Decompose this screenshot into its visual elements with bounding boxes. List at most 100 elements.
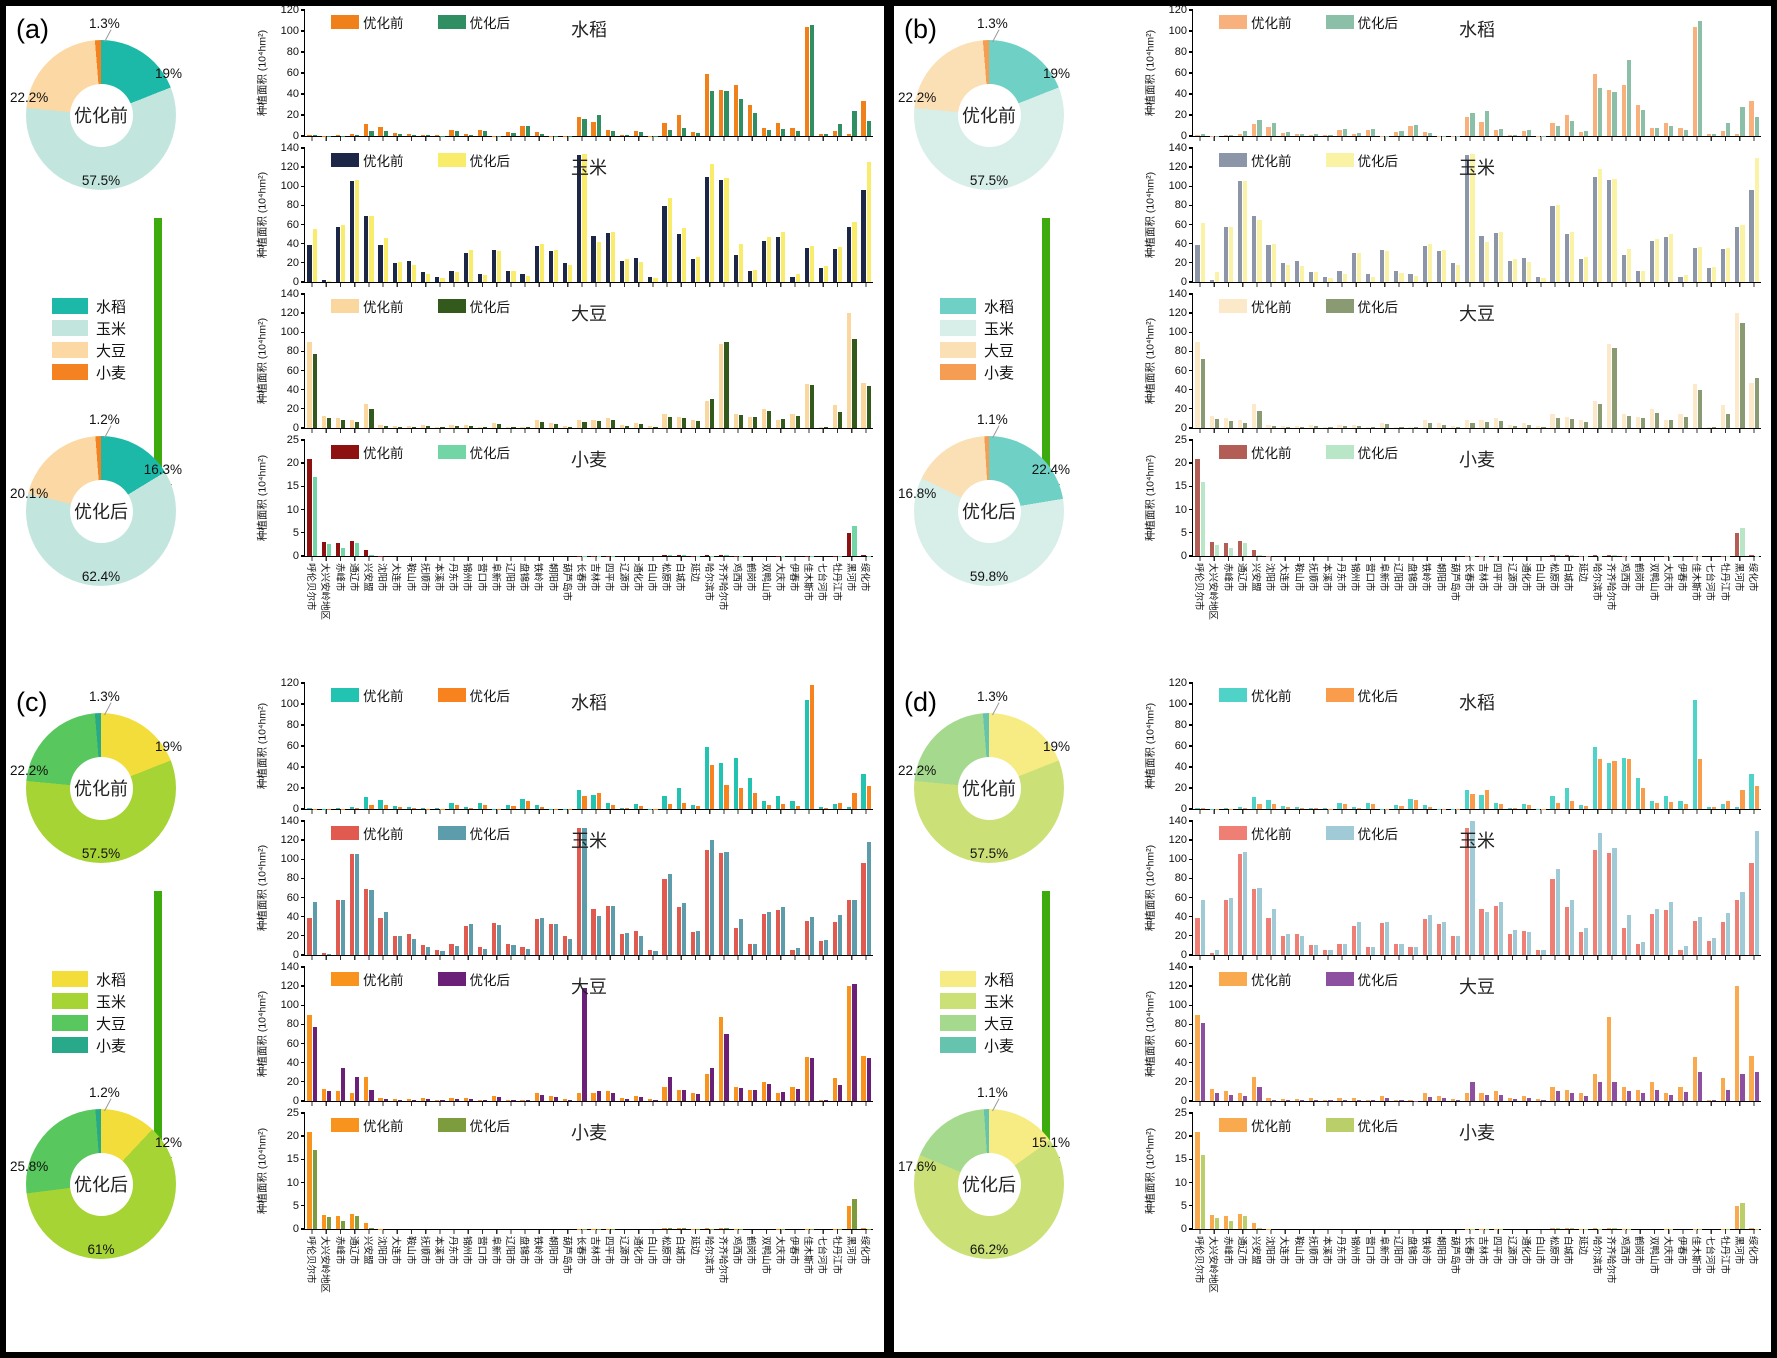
panel-c: (c) 优化前 19% 57.5% 22.2% 1.3% 水稻 玉米 大豆 小麦 优化后 12% 61%…	[6, 677, 884, 1352]
y-tick-label: 80	[286, 1018, 299, 1031]
bar-before	[1323, 277, 1328, 282]
x-label-辽源市: 辽源市	[1505, 1236, 1517, 1265]
bar-before	[1706, 267, 1711, 282]
bar-after	[1356, 133, 1362, 136]
bar-after	[1371, 427, 1376, 428]
bar-before	[449, 1098, 454, 1101]
y-tick-mark	[1189, 896, 1193, 899]
plot-area: 0 20 40 60 80 100 120 140 优化前 优化后 玉米	[1169, 815, 1761, 961]
bar-after	[1399, 130, 1404, 136]
bar-after	[823, 807, 829, 809]
bar-group-锦州市	[1349, 294, 1363, 428]
bar-after	[667, 803, 672, 809]
bar-group-大兴安岭地区	[1207, 683, 1221, 809]
bar-before	[1223, 899, 1228, 955]
bar-before	[1578, 420, 1584, 428]
bar-group-白城市	[1562, 683, 1576, 809]
y-tick-mark	[301, 350, 305, 352]
bar-before	[335, 1091, 340, 1101]
y-tick-label: 100	[1168, 999, 1187, 1012]
bar-before	[1465, 117, 1470, 136]
bar-after	[1257, 888, 1262, 955]
bar-group-牡丹江市	[1719, 148, 1733, 282]
bar-before	[350, 180, 355, 282]
bar-after	[1243, 807, 1248, 809]
bar-after	[355, 134, 360, 136]
y-tick-label: 20	[1174, 929, 1187, 942]
bar-group-白山市	[1534, 683, 1548, 809]
crop-legend-swatch	[52, 298, 88, 314]
bar-group-通化市	[632, 148, 646, 282]
bar-before	[747, 416, 752, 428]
bar-after	[696, 257, 701, 282]
bar-group-通辽市	[348, 10, 362, 136]
bar-before	[1238, 180, 1243, 282]
bar-before	[1266, 425, 1271, 428]
bar-group-大兴安岭地区	[1207, 10, 1221, 136]
bar-before	[1422, 245, 1427, 282]
bar-before	[1493, 418, 1498, 428]
bar-before	[1749, 1056, 1754, 1101]
bar-group-伊春市	[788, 821, 802, 955]
bar-before	[1479, 236, 1484, 282]
bar-before	[477, 427, 483, 428]
chart-series-legend: 优化前 优化后	[1219, 442, 1424, 462]
bar-group-延边	[1576, 440, 1590, 556]
bar-group-佳木斯市	[1690, 967, 1704, 1101]
bar-before	[1408, 274, 1413, 282]
bar-after	[625, 808, 630, 809]
bar-group-赤峰市	[1221, 683, 1235, 809]
bar-after	[1484, 790, 1489, 809]
y-tick-mark	[1189, 281, 1193, 283]
legend-label-after: 优化后	[469, 300, 511, 315]
x-label-朝阳市: 朝阳市	[546, 563, 558, 592]
legend-label-after: 优化后	[1357, 300, 1399, 315]
bar-after	[639, 131, 644, 136]
bar-group-阜新市	[1378, 294, 1392, 428]
x-label-松原市: 松原市	[660, 1236, 672, 1265]
y-tick-mark	[301, 166, 305, 168]
bar-before	[548, 924, 554, 955]
bar-group-兴安盟	[362, 1113, 376, 1229]
y-tick-label: 15	[286, 1153, 299, 1166]
bar-group-铁岭市	[1420, 683, 1434, 809]
bar-group-松原市	[1548, 440, 1562, 556]
bar-before	[676, 788, 681, 809]
x-label-通辽市: 通辽市	[347, 563, 359, 592]
x-label-大兴安岭地区: 大兴安岭地区	[319, 1236, 331, 1294]
bar-group-牡丹江市	[1719, 683, 1733, 809]
bar-before	[1720, 130, 1726, 136]
bar-before	[1323, 808, 1328, 809]
bar-group-通化市	[632, 294, 646, 428]
y-tick-mark	[301, 204, 305, 206]
bar-after	[312, 135, 317, 136]
bar-after	[582, 153, 587, 282]
bar-group-四平市	[603, 821, 617, 955]
bar-group-哈尔滨市	[1591, 821, 1605, 955]
crop-legend-item-小麦: 小麦	[940, 1035, 1014, 1055]
bar-before	[1223, 418, 1228, 428]
bar-before	[534, 245, 539, 282]
bar-after	[795, 415, 800, 428]
bar-before	[1223, 226, 1228, 282]
bar-group-通辽市	[348, 148, 362, 282]
x-label-伊春市: 伊春市	[1675, 563, 1687, 592]
bar-after	[1655, 1089, 1660, 1101]
bar-group-本溪市	[433, 683, 447, 809]
x-label-黑河市: 黑河市	[844, 1236, 856, 1265]
bar-group-本溪市	[1321, 294, 1335, 428]
bar-after	[1669, 1095, 1674, 1101]
bar-group-辽源市	[617, 683, 631, 809]
chart-水稻: 种植面积 (10⁴hm²) 0 20 40 60 80 100 120 优化前 优化后 水稻	[248, 4, 880, 142]
legend-item-after: 优化后	[1325, 685, 1398, 705]
x-label-大连市: 大连市	[390, 1236, 402, 1265]
bar-after	[653, 426, 658, 428]
bar-after	[1541, 426, 1546, 428]
bar-group-通辽市	[1236, 440, 1250, 556]
bar-group-吉林市	[589, 10, 603, 136]
bar-after	[1229, 897, 1234, 955]
bar-group-锦州市	[461, 967, 475, 1101]
bar-before	[1564, 416, 1569, 428]
bar-group-松原市	[660, 294, 674, 428]
bar-before	[1635, 104, 1640, 136]
